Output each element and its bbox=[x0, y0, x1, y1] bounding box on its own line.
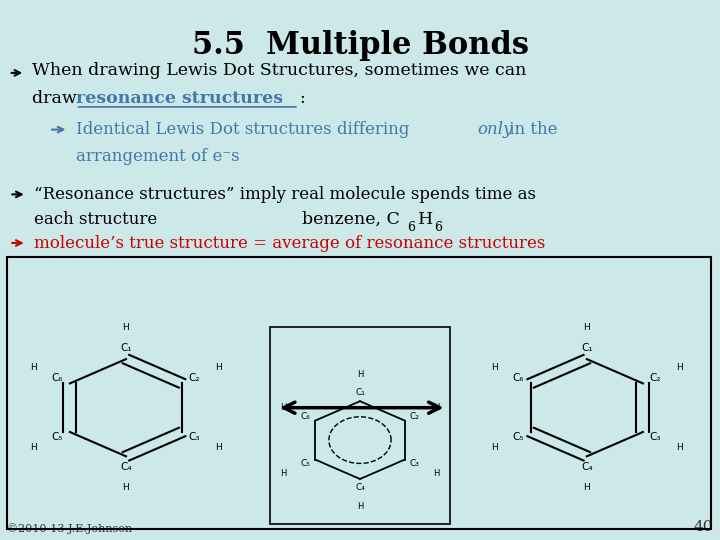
Text: C₅: C₅ bbox=[513, 433, 524, 442]
Text: When drawing Lewis Dot Structures, sometimes we can: When drawing Lewis Dot Structures, somet… bbox=[32, 62, 527, 79]
Text: C₃: C₃ bbox=[189, 433, 200, 442]
Text: 40: 40 bbox=[693, 519, 713, 534]
Text: C₁: C₁ bbox=[581, 343, 593, 353]
Text: :: : bbox=[299, 90, 305, 107]
Text: H: H bbox=[676, 443, 683, 453]
Text: draw: draw bbox=[32, 90, 83, 107]
Text: H: H bbox=[281, 402, 287, 411]
Text: H: H bbox=[491, 443, 498, 453]
Text: H: H bbox=[30, 443, 37, 453]
Text: Identical Lewis Dot structures differing: Identical Lewis Dot structures differing bbox=[76, 121, 414, 138]
Text: H: H bbox=[122, 323, 130, 332]
Text: C₂: C₂ bbox=[649, 373, 661, 383]
Text: H: H bbox=[281, 469, 287, 478]
Text: C₁: C₁ bbox=[120, 343, 132, 353]
Text: H: H bbox=[433, 469, 439, 478]
Text: only: only bbox=[477, 121, 513, 138]
Text: C₂: C₂ bbox=[410, 412, 420, 421]
Text: C₅: C₅ bbox=[300, 460, 310, 468]
Text: 5.5  Multiple Bonds: 5.5 Multiple Bonds bbox=[192, 30, 528, 60]
Text: H: H bbox=[491, 363, 498, 372]
Text: “Resonance structures” imply real molecule spends time as: “Resonance structures” imply real molecu… bbox=[34, 186, 536, 203]
Text: C₂: C₂ bbox=[189, 373, 200, 383]
Text: H: H bbox=[30, 363, 37, 372]
Text: C₆: C₆ bbox=[52, 373, 63, 383]
Text: H: H bbox=[122, 483, 130, 492]
Text: molecule’s true structure = average of resonance structures: molecule’s true structure = average of r… bbox=[34, 234, 545, 252]
Text: H: H bbox=[357, 369, 363, 379]
Text: C₆: C₆ bbox=[513, 373, 524, 383]
Text: C₃: C₃ bbox=[410, 460, 420, 468]
Text: each structure: each structure bbox=[34, 211, 157, 228]
Text: resonance structures: resonance structures bbox=[76, 90, 283, 107]
Text: benzene, C: benzene, C bbox=[302, 211, 400, 228]
Text: C₄: C₄ bbox=[355, 483, 365, 492]
Text: 6: 6 bbox=[408, 221, 415, 234]
Text: C₅: C₅ bbox=[52, 433, 63, 442]
Text: H: H bbox=[583, 323, 590, 332]
Text: C₄: C₄ bbox=[120, 462, 132, 472]
Text: H: H bbox=[357, 502, 363, 511]
Text: ©2010-13 J.E.Johnson: ©2010-13 J.E.Johnson bbox=[7, 523, 132, 534]
Text: arrangement of e⁻s: arrangement of e⁻s bbox=[76, 148, 239, 165]
Text: C₄: C₄ bbox=[581, 462, 593, 472]
Text: C₃: C₃ bbox=[649, 433, 661, 442]
Text: in the: in the bbox=[504, 121, 557, 138]
Text: 6: 6 bbox=[434, 221, 442, 234]
Text: H: H bbox=[215, 443, 222, 453]
Text: H: H bbox=[418, 211, 433, 228]
Text: H: H bbox=[583, 483, 590, 492]
Text: H: H bbox=[676, 363, 683, 372]
Text: C₁: C₁ bbox=[355, 388, 365, 397]
Text: C₆: C₆ bbox=[300, 412, 310, 421]
Text: H: H bbox=[215, 363, 222, 372]
Text: H: H bbox=[433, 402, 439, 411]
